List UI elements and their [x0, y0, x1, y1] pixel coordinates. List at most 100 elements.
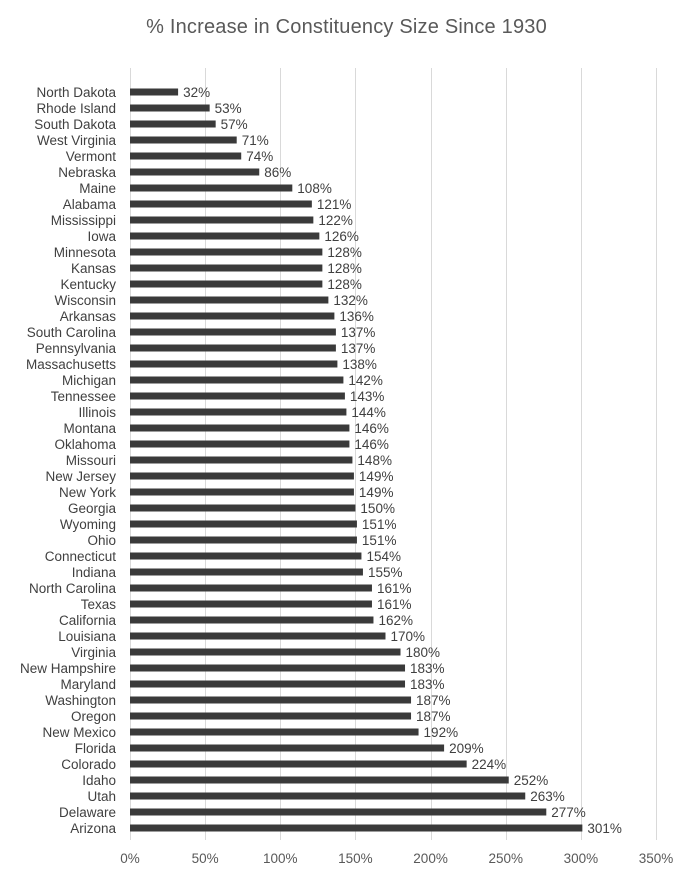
data-label: 126% [324, 229, 359, 244]
bar [130, 520, 357, 528]
bar [130, 792, 526, 800]
bar [130, 440, 350, 448]
bar [130, 536, 357, 544]
data-label: 277% [551, 805, 586, 820]
data-label: 122% [318, 213, 353, 228]
data-label: 53% [215, 101, 242, 116]
bars [130, 88, 583, 832]
category-label: Connecticut [45, 549, 117, 564]
value-labels: 32%53%57%71%74%86%108%121%122%126%128%12… [183, 85, 622, 836]
category-label: Arizona [70, 821, 116, 836]
category-label: Michigan [62, 373, 116, 388]
bar [130, 312, 335, 320]
bar [130, 600, 372, 608]
category-label: Florida [75, 741, 117, 756]
data-label: 155% [368, 565, 403, 580]
category-label: Illinois [78, 405, 116, 420]
bar [130, 248, 323, 256]
category-label: Utah [87, 789, 116, 804]
bar [130, 120, 216, 128]
bar [130, 88, 179, 96]
category-label: North Dakota [36, 85, 116, 100]
bar [130, 808, 547, 816]
category-label: Delaware [59, 805, 116, 820]
data-label: 161% [377, 597, 412, 612]
data-label: 183% [410, 661, 445, 676]
bar [130, 568, 363, 576]
bar [130, 408, 347, 416]
bar [130, 104, 210, 112]
category-label: Louisiana [58, 629, 116, 644]
bar [130, 200, 312, 208]
bar [130, 728, 419, 736]
data-label: 154% [366, 549, 401, 564]
category-label: New Jersey [45, 469, 116, 484]
bar [130, 184, 293, 192]
category-label: Missouri [66, 453, 116, 468]
bar [130, 280, 323, 288]
category-label: Montana [63, 421, 116, 436]
category-label: Pennsylvania [36, 341, 117, 356]
bar [130, 616, 374, 624]
data-label: 209% [449, 741, 484, 756]
bar [130, 712, 412, 720]
bar [130, 328, 336, 336]
data-label: 137% [341, 341, 376, 356]
bar [130, 424, 350, 432]
data-label: 187% [416, 693, 451, 708]
bar [130, 696, 412, 704]
data-label: 162% [378, 613, 413, 628]
data-label: 263% [530, 789, 565, 804]
data-label: 32% [183, 85, 210, 100]
bar [130, 776, 509, 784]
category-label: South Carolina [27, 325, 117, 340]
category-label: Colorado [61, 757, 116, 772]
category-label: Maryland [60, 677, 116, 692]
data-label: 128% [327, 245, 362, 260]
data-label: 180% [406, 645, 441, 660]
data-label: 142% [348, 373, 383, 388]
data-label: 86% [264, 165, 291, 180]
category-label: New Mexico [42, 725, 116, 740]
data-label: 146% [354, 437, 389, 452]
bar [130, 744, 445, 752]
data-label: 151% [362, 533, 397, 548]
x-tick-label: 0% [120, 851, 140, 866]
data-label: 149% [359, 469, 394, 484]
bar [130, 168, 260, 176]
bar [130, 552, 362, 560]
category-label: Kentucky [60, 277, 116, 292]
data-label: 187% [416, 709, 451, 724]
data-label: 161% [377, 581, 412, 596]
data-label: 144% [351, 405, 386, 420]
bar [130, 504, 356, 512]
category-label: Washington [45, 693, 116, 708]
category-label: Idaho [82, 773, 116, 788]
data-label: 57% [221, 117, 248, 132]
x-tick-label: 50% [192, 851, 219, 866]
bar [130, 376, 344, 384]
category-label: Ohio [87, 533, 116, 548]
category-label: Nebraska [58, 165, 116, 180]
x-tick-label: 250% [488, 851, 523, 866]
category-label: California [59, 613, 117, 628]
data-label: 151% [362, 517, 397, 532]
category-label: Arkansas [60, 309, 117, 324]
data-label: 132% [333, 293, 368, 308]
category-label: Indiana [72, 565, 117, 580]
data-label: 192% [424, 725, 459, 740]
x-axis-ticks: 0% 50% 100% 150% 200% 250% 300% 350% [120, 851, 673, 866]
x-tick-label: 200% [413, 851, 448, 866]
bar [130, 392, 345, 400]
gridlines [130, 68, 657, 840]
category-label: Iowa [87, 229, 116, 244]
category-label: New Hampshire [20, 661, 116, 676]
bar [130, 680, 406, 688]
category-label: Alabama [63, 197, 117, 212]
bar [130, 584, 372, 592]
data-label: 138% [342, 357, 377, 372]
data-label: 136% [339, 309, 374, 324]
data-label: 183% [410, 677, 445, 692]
